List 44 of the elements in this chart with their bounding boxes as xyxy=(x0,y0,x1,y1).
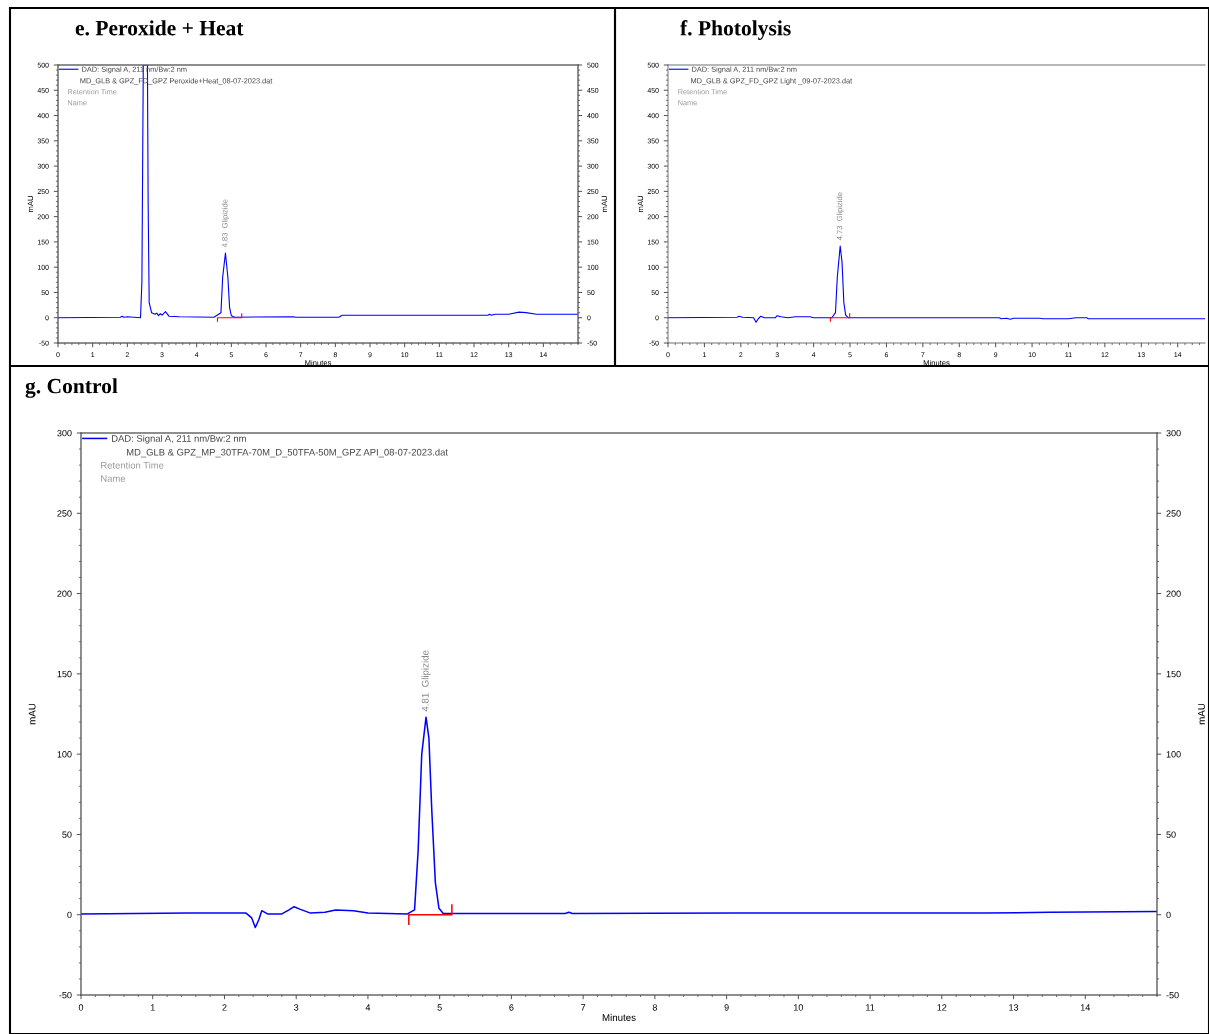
y-tick-label: 250 xyxy=(57,510,72,517)
x-tick-label: 13 xyxy=(1009,1004,1019,1011)
x-axis-title: Minutes xyxy=(602,1013,636,1021)
x-tick-label: 10 xyxy=(794,1004,803,1011)
chart-title: e. Peroxide + Heat xyxy=(75,20,244,36)
chart-title: g. Control xyxy=(25,378,118,398)
line-series xyxy=(81,716,1157,929)
y2-tick-label: 50 xyxy=(1166,831,1176,838)
x-tick-label: 0 xyxy=(78,1004,84,1011)
y2-tick-label: 150 xyxy=(1166,670,1181,678)
x-tick-label: 2 xyxy=(222,1004,227,1011)
y-tick-label: 200 xyxy=(57,590,72,597)
y2-tick-label: 200 xyxy=(1166,590,1181,597)
x-tick-label: 8 xyxy=(652,1004,657,1011)
x-tick-label: 1 xyxy=(150,1004,155,1011)
x-tick-label: 7 xyxy=(581,1004,586,1011)
x-tick-label: 4 xyxy=(365,1004,371,1011)
y2-tick-label: 0 xyxy=(1166,911,1171,919)
y-tick-label: 150 xyxy=(57,670,72,678)
line-series xyxy=(668,245,1205,323)
y-tick-label: 300 xyxy=(57,429,72,437)
x-tick-label: 9 xyxy=(724,1004,729,1011)
chart-title: f. Photolysis xyxy=(680,20,791,40)
text: DAD: Signal A, 211 nm/Bw:2 nm xyxy=(112,434,246,444)
x-tick-label: 11 xyxy=(866,1004,875,1011)
y-tick-label: 100 xyxy=(57,751,72,758)
y2-tick-label: 100 xyxy=(1166,751,1181,758)
y2-tick-label: 250 xyxy=(1166,510,1181,517)
y-tick-label: -50 xyxy=(59,991,72,999)
x-tick-label: 5 xyxy=(437,1004,442,1011)
annotation: Name xyxy=(101,475,126,482)
y2-tick-label: -50 xyxy=(1166,991,1179,999)
annotation: Retention Time xyxy=(101,461,164,469)
y-tick-label: 50 xyxy=(62,831,72,838)
annotation: MD_GLB & GPZ_MP_30TFA-70M_D_50TFA-50M_GPZ API_08-07-2023.dat xyxy=(126,448,448,458)
x-tick-label: 14 xyxy=(1080,1004,1091,1011)
x-tick-label: 6 xyxy=(509,1004,514,1011)
annotation: 4.81 Glipizide xyxy=(421,650,431,712)
y-axis-title: mAU xyxy=(28,703,36,725)
y2-axis-title: mAU xyxy=(1198,703,1205,725)
y2-tick-label: 300 xyxy=(1166,429,1181,437)
x-tick-label: 3 xyxy=(294,1004,299,1011)
y-tick-label: 0 xyxy=(67,911,72,919)
x-tick-label: 12 xyxy=(937,1004,947,1011)
